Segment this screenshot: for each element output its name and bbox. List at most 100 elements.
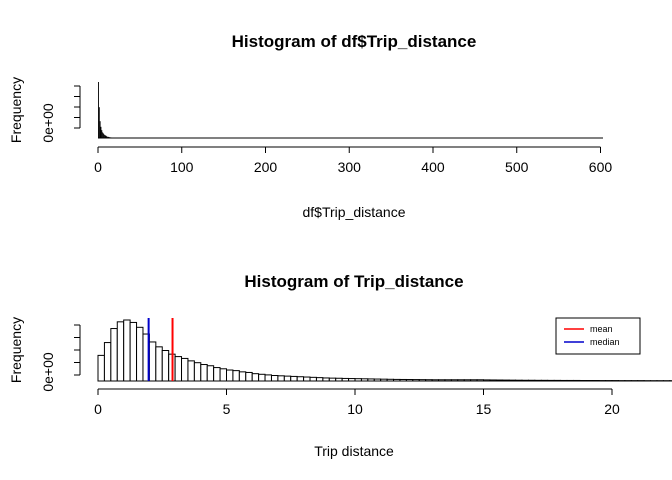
histogram-bar bbox=[155, 346, 163, 382]
histogram-bar bbox=[101, 130, 103, 138]
histogram-bar bbox=[238, 371, 247, 382]
histogram-bar bbox=[566, 379, 574, 382]
histogram-bar bbox=[360, 378, 369, 382]
histogram-bar bbox=[463, 379, 472, 382]
histogram-bar bbox=[102, 132, 104, 138]
chart-1-title: Histogram of df$Trip_distance bbox=[232, 32, 477, 51]
histogram-bar bbox=[108, 136, 109, 138]
histogram-bar bbox=[412, 379, 420, 382]
histogram-bar bbox=[174, 356, 183, 382]
histogram-bar bbox=[206, 365, 215, 382]
histogram-bar bbox=[104, 135, 106, 138]
chart-2-y-tick-label: 0e+00 bbox=[40, 352, 56, 392]
chart-2-x-tick-label: 0 bbox=[94, 401, 102, 417]
chart-2-x-axis: 0 5 10 15 20 bbox=[94, 388, 620, 417]
histogram-bar bbox=[103, 134, 105, 138]
chart-2-xlabel: Trip distance bbox=[314, 443, 394, 459]
histogram-bar bbox=[129, 321, 138, 382]
histogram-bar bbox=[148, 341, 157, 382]
histogram-bar bbox=[219, 368, 227, 382]
chart-2-x-tick-label: 10 bbox=[347, 401, 363, 417]
histogram-bar bbox=[245, 371, 253, 382]
chart-1-x-tick-label: 100 bbox=[170, 159, 194, 175]
histogram-1: Histogram of df$Trip_distance df$Trip_di… bbox=[8, 32, 612, 220]
chart-2-reference-lines bbox=[147, 318, 174, 381]
histogram-bar bbox=[193, 362, 202, 382]
histogram-bar bbox=[521, 379, 529, 382]
histogram-bar bbox=[226, 369, 234, 382]
histogram-bar bbox=[105, 135, 107, 138]
chart-1-x-tick-label: 200 bbox=[254, 159, 278, 175]
histogram-bar bbox=[303, 376, 311, 382]
histogram-bar bbox=[476, 379, 485, 382]
histogram-bar bbox=[283, 375, 292, 382]
histogram-bar bbox=[431, 379, 440, 382]
histogram-bar bbox=[373, 378, 382, 382]
chart-1-x-axis: 0 100 200 300 400 500 600 bbox=[94, 146, 613, 175]
histogram-bar bbox=[270, 375, 279, 382]
histogram-bar bbox=[98, 82, 99, 138]
histogram-bar bbox=[99, 121, 101, 138]
chart-2-x-tick-label: 20 bbox=[604, 401, 620, 417]
histogram-bar bbox=[251, 373, 260, 382]
chart-1-x-tick-label: 400 bbox=[421, 159, 445, 175]
histogram-2: Histogram of Trip_distance Trip distance… bbox=[8, 272, 672, 459]
histogram-bar bbox=[181, 357, 189, 382]
chart-1-x-tick-label: 600 bbox=[589, 159, 613, 175]
histogram-bar bbox=[97, 354, 105, 382]
histogram-bar bbox=[136, 326, 144, 382]
chart-2-x-tick-label: 15 bbox=[476, 401, 492, 417]
histogram-bar bbox=[200, 364, 208, 382]
histogram-bar bbox=[103, 133, 104, 138]
histogram-bar bbox=[483, 379, 491, 382]
chart-2-ylabel: Frequency bbox=[8, 317, 24, 383]
histogram-bar bbox=[296, 376, 305, 382]
histogram-bar bbox=[444, 379, 452, 382]
histogram-bar bbox=[232, 370, 240, 382]
histogram-bar bbox=[386, 378, 395, 382]
histogram-bar bbox=[438, 379, 446, 382]
histogram-bar bbox=[354, 378, 362, 382]
histogram-bar bbox=[553, 379, 562, 382]
histogram-bar bbox=[508, 379, 517, 382]
chart-1-x-tick-label: 300 bbox=[338, 159, 362, 175]
histogram-bar bbox=[213, 367, 221, 382]
histogram-bar bbox=[534, 379, 542, 382]
histogram-bar bbox=[457, 379, 465, 382]
histogram-bar bbox=[405, 379, 414, 382]
histogram-bar bbox=[450, 379, 459, 382]
histogram-bar bbox=[258, 373, 266, 382]
chart-1-y-tick-label: 0e+00 bbox=[40, 103, 56, 143]
histogram-bar bbox=[560, 379, 568, 382]
histogram-bar bbox=[572, 379, 581, 382]
histogram-bar bbox=[399, 378, 407, 382]
histogram-bar bbox=[100, 126, 102, 138]
histogram-bar bbox=[515, 379, 523, 382]
chart-1-x-tick-label: 500 bbox=[505, 159, 529, 175]
histogram-bar bbox=[489, 379, 497, 382]
legend-label-mean: mean bbox=[590, 324, 613, 334]
chart-2-y-axis bbox=[74, 324, 81, 376]
histogram-bar bbox=[335, 377, 343, 382]
histogram-bar bbox=[495, 379, 504, 382]
chart-2-legend: mean median bbox=[555, 317, 641, 355]
histogram-bar bbox=[367, 378, 375, 382]
histogram-bar bbox=[110, 328, 118, 382]
histogram-bar bbox=[106, 136, 108, 138]
histogram-bar bbox=[315, 377, 324, 382]
histogram-bar bbox=[123, 319, 131, 382]
chart-1-y-axis bbox=[74, 85, 81, 129]
histogram-bar bbox=[547, 379, 555, 382]
histogram-bar bbox=[540, 379, 549, 382]
histogram-bar bbox=[116, 321, 125, 382]
chart-2-x-tick-label: 5 bbox=[223, 401, 231, 417]
histogram-bar bbox=[264, 374, 272, 382]
histogram-bar bbox=[161, 350, 170, 382]
histogram-bar bbox=[328, 377, 337, 382]
chart-1-bars bbox=[98, 82, 603, 139]
histogram-bar bbox=[418, 379, 427, 382]
histogram-bar bbox=[348, 378, 356, 382]
histogram-bar bbox=[290, 375, 298, 382]
histogram-bar bbox=[380, 378, 388, 382]
